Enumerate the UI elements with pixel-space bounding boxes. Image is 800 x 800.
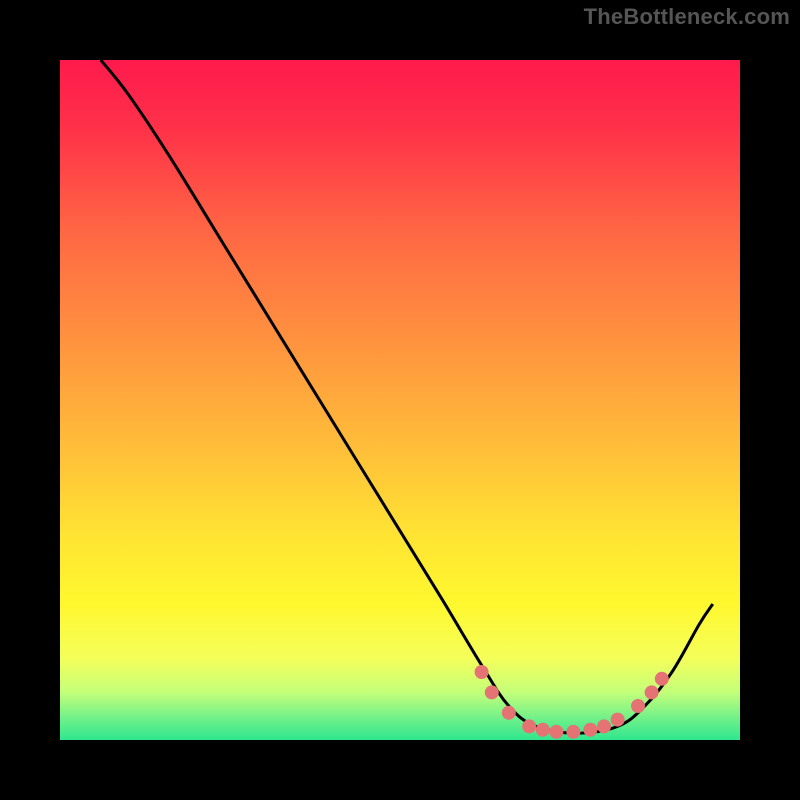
watermark-text: TheBottleneck.com	[584, 4, 790, 30]
marker-dot	[631, 699, 645, 713]
bottleneck-curve-chart	[0, 0, 800, 800]
marker-dot	[583, 723, 597, 737]
marker-dot	[522, 719, 536, 733]
marker-dot	[645, 685, 659, 699]
marker-dot	[566, 725, 580, 739]
marker-dot	[502, 706, 516, 720]
marker-dot	[597, 719, 611, 733]
marker-dot	[536, 723, 550, 737]
marker-dot	[549, 725, 563, 739]
marker-dot	[485, 685, 499, 699]
chart-frame: TheBottleneck.com	[0, 0, 800, 800]
marker-dot	[611, 713, 625, 727]
marker-dot	[475, 665, 489, 679]
chart-gradient-background	[60, 60, 740, 740]
marker-dot	[655, 672, 669, 686]
